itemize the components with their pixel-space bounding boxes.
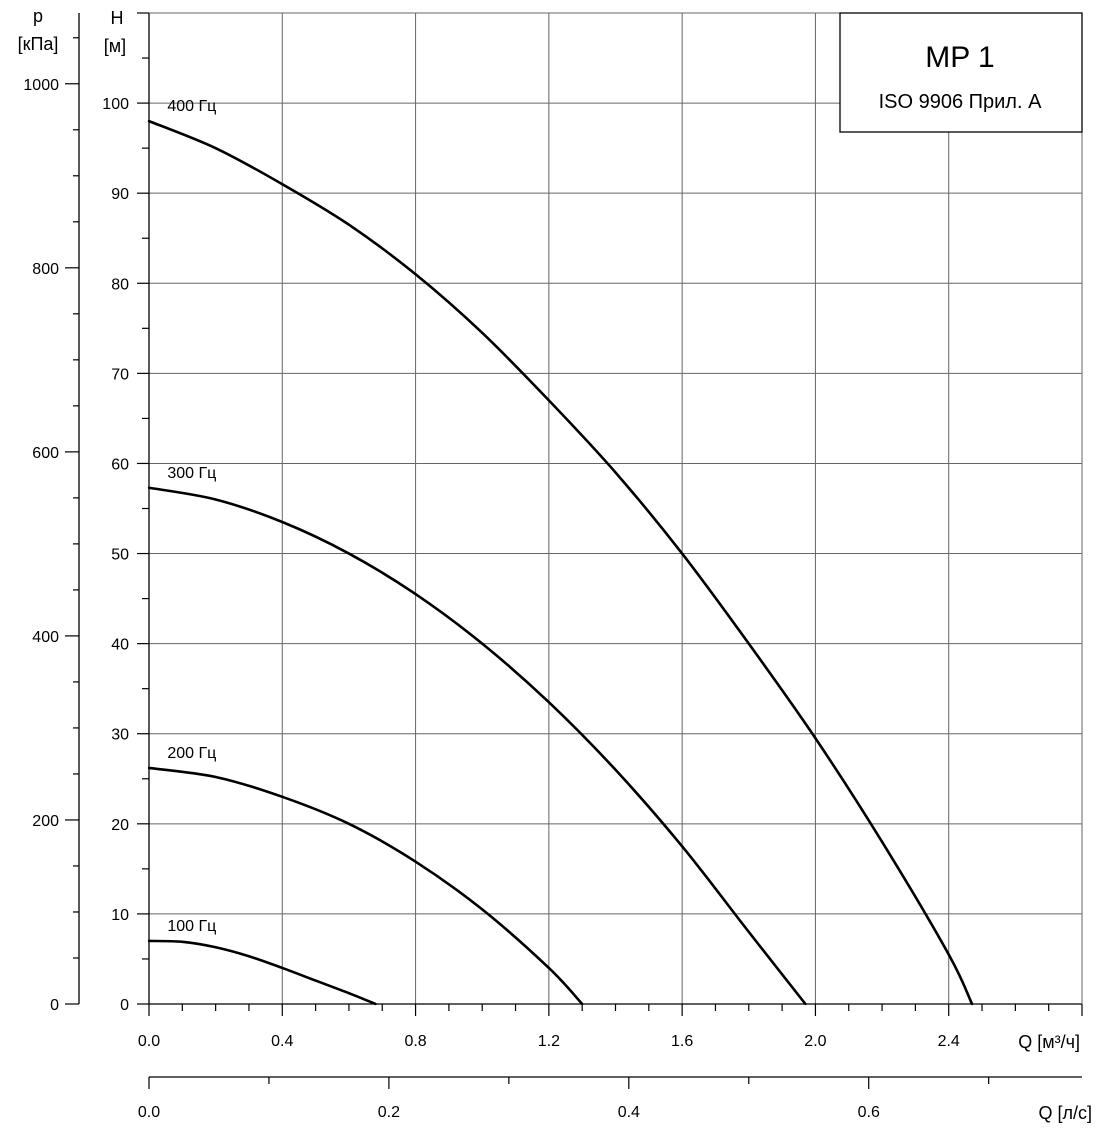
y-axis-tick-label: 10 <box>111 907 129 924</box>
x-axis-title: Q [м³/ч] <box>1018 1032 1080 1052</box>
y-axis-tick-label: 40 <box>111 637 129 654</box>
legend-box: MP 1 ISO 9906 Прил. A <box>839 12 1083 133</box>
labels: 0102030405060708090100020040060080010000… <box>23 77 960 1121</box>
curve-300-гц-point <box>347 552 351 555</box>
y-axis-tick-label: 90 <box>111 186 129 203</box>
curve-200-гц-point <box>481 908 484 911</box>
curve-400-гц-point <box>880 840 884 844</box>
curve-300-гц-point <box>147 486 151 489</box>
x2-axis-tick-label: 0.4 <box>618 1104 640 1121</box>
curve-300-гц-point <box>214 498 217 501</box>
series-label: 300 Гц <box>167 465 216 482</box>
y-axis-tick-label: 0 <box>120 997 129 1014</box>
y2-axis-unit: [кПа] <box>18 34 59 54</box>
x-axis-tick-label: 2.4 <box>938 1033 960 1050</box>
curve-400-гц-point <box>481 331 484 335</box>
y-axis-tick-label: 100 <box>102 96 129 113</box>
x2-axis-tick-label: 0.6 <box>858 1104 880 1121</box>
curve-300-гц-point <box>414 592 417 596</box>
curve-400-гц-point <box>147 119 151 123</box>
pressure-axis-tick-label: 200 <box>32 813 59 830</box>
curve-200-гц-point <box>147 766 151 770</box>
x-axis-tick-label: 0.4 <box>271 1033 293 1050</box>
series-label: 200 Гц <box>167 745 216 762</box>
y-axis-title: H <box>111 8 124 28</box>
curve-100-гц-point <box>247 955 251 958</box>
curve-400-гц-point <box>680 552 684 555</box>
curve-300-гц-point <box>281 520 284 524</box>
series-label: 400 Гц <box>167 98 216 115</box>
axes <box>65 12 1083 1089</box>
curve-300-гц-point <box>614 768 617 771</box>
curve-400-гц-point <box>414 273 417 276</box>
curve-100-гц-point <box>281 966 284 970</box>
curve-300-гц-point <box>680 845 684 848</box>
y-axis-tick-label: 80 <box>111 276 129 293</box>
x2-axis-tick-label: 0.0 <box>138 1104 160 1121</box>
curves <box>147 119 974 1006</box>
curve-100-гц-point <box>147 939 151 943</box>
curve-100-гц-point <box>374 1002 377 1006</box>
curve-400-гц-point <box>814 737 817 740</box>
chart-subtitle: ISO 9906 Прил. A <box>879 91 1043 113</box>
curve-200-гц-point <box>580 1002 584 1006</box>
curve-100-гц-point <box>181 940 184 944</box>
pressure-axis-tick-label: 800 <box>32 261 59 278</box>
curve-400-гц-point <box>281 182 284 186</box>
y-axis-tick-label: 30 <box>111 727 129 744</box>
curve-300-гц-point <box>747 930 750 934</box>
grid <box>148 12 1083 1004</box>
chart-title: MP 1 <box>925 41 994 74</box>
y-axis-tick-label: 60 <box>111 456 129 473</box>
x-axis-tick-label: 1.6 <box>671 1033 693 1050</box>
curve-200-гц-point <box>281 795 284 798</box>
curve-300-гц <box>148 486 807 1005</box>
curve-300-гц-point <box>481 642 484 645</box>
curve-100-гц-point <box>214 946 217 949</box>
curve-200-гц-point <box>214 775 217 779</box>
y-axis-tick-label: 20 <box>111 817 129 834</box>
curve-200-гц-point <box>547 966 551 970</box>
curve-300-гц-point <box>804 1002 807 1006</box>
curve-400-гц-point <box>347 223 351 226</box>
curve-400-гц-point <box>947 953 950 956</box>
x-axis-tick-label: 2.0 <box>804 1033 826 1050</box>
curve-400-гц <box>148 119 974 1005</box>
y2-axis-title: p <box>33 6 43 26</box>
y-axis-unit: [м] <box>104 36 126 56</box>
curve-200-гц-point <box>414 860 417 863</box>
curve-200-гц <box>148 766 584 1005</box>
curve-100-гц <box>148 939 377 1006</box>
x2-axis-title: Q [л/с] <box>1038 1103 1092 1123</box>
curve-400-гц-point <box>970 1002 974 1006</box>
x-axis-tick-label: 0.8 <box>404 1033 426 1050</box>
curve-100-гц-point <box>314 979 317 982</box>
x-axis-tick-label: 0.0 <box>138 1033 160 1050</box>
curve-400-гц-point <box>214 146 217 150</box>
pressure-axis-tick-label: 0 <box>50 997 59 1014</box>
x2-axis-tick-label: 0.2 <box>378 1104 400 1121</box>
y-axis-tick-label: 50 <box>111 547 129 564</box>
curve-400-гц-point <box>747 642 750 645</box>
y-axis-tick-label: 70 <box>111 366 129 383</box>
curve-400-гц-point <box>547 399 551 402</box>
curve-400-гц-point <box>614 471 617 474</box>
pressure-axis-tick-label: 600 <box>32 445 59 462</box>
series-label: 100 Гц <box>167 918 216 935</box>
curve-300-гц-point <box>547 700 551 704</box>
pressure-axis-tick-label: 400 <box>32 629 59 646</box>
pressure-axis-tick-label: 1000 <box>23 77 59 94</box>
x-axis-tick-label: 1.2 <box>538 1033 560 1050</box>
curve-200-гц-point <box>347 822 351 826</box>
curve-100-гц-point <box>347 991 351 995</box>
